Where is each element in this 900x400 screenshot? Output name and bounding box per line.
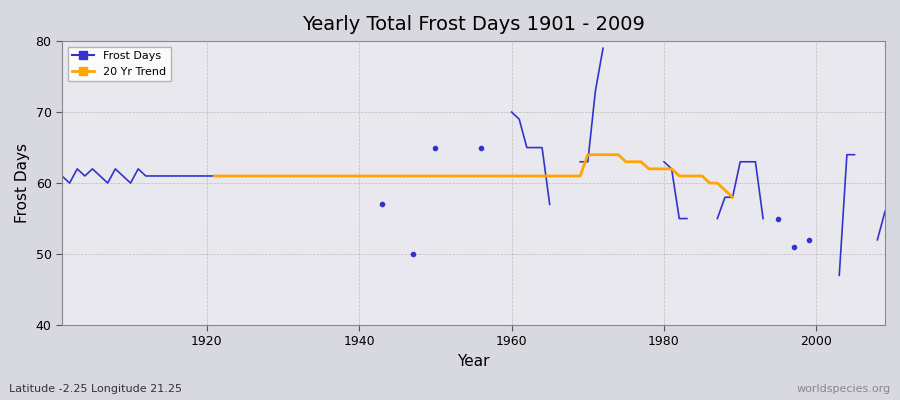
Legend: Frost Days, 20 Yr Trend: Frost Days, 20 Yr Trend bbox=[68, 47, 171, 81]
Y-axis label: Frost Days: Frost Days bbox=[15, 143, 30, 223]
Text: Latitude -2.25 Longitude 21.25: Latitude -2.25 Longitude 21.25 bbox=[9, 384, 182, 394]
Title: Yearly Total Frost Days 1901 - 2009: Yearly Total Frost Days 1901 - 2009 bbox=[302, 15, 645, 34]
Text: worldspecies.org: worldspecies.org bbox=[796, 384, 891, 394]
X-axis label: Year: Year bbox=[457, 354, 490, 369]
